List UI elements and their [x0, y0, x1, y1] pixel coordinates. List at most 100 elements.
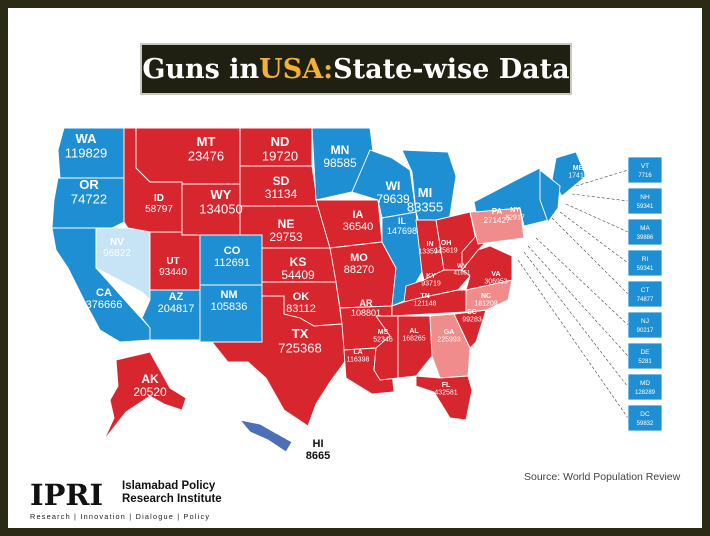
state-abbr: NM [220, 289, 237, 301]
leader-line [571, 193, 629, 202]
state-abbr: AR [360, 298, 373, 308]
leader-line [535, 237, 629, 326]
state-ne_strip-region [539, 169, 561, 223]
state-abbr: MN [331, 143, 350, 157]
callout-abbr: CT [641, 287, 650, 294]
state-abbr: CA [96, 287, 112, 299]
state-value: 23476 [188, 148, 224, 163]
leader-line [565, 203, 629, 233]
logo-name-line1: Islamabad Policy [122, 480, 216, 492]
callout-value: 74877 [637, 297, 654, 303]
state-value: 121148 [414, 301, 437, 308]
state-abbr: UT [166, 256, 179, 267]
state-value: 79639 [376, 192, 410, 206]
state-abbr: FL [442, 382, 451, 389]
state-abbr: OK [293, 291, 310, 303]
state-abbr: OH [441, 240, 452, 247]
state-value: 8665 [306, 450, 330, 462]
state-abbr: IN [427, 241, 434, 248]
state-value: 181209 [474, 301, 497, 308]
callout-abbr: DC [640, 411, 650, 418]
callout-box-bg [627, 280, 663, 308]
state-abbr: TN [420, 293, 429, 300]
callout-abbr: RI [642, 256, 649, 263]
small-state-boxes: VT 7716 NH 59341 MA 39886 RI 59341 CT 74877 NJ 9021… [627, 156, 663, 432]
state-value: 225993 [437, 337, 460, 344]
title-prefix: Guns in [142, 53, 260, 85]
state-abbr: MS [378, 329, 389, 336]
state-value: 147698 [387, 226, 417, 236]
state-abbr: GA [444, 329, 455, 336]
state-value: 168265 [402, 336, 425, 343]
state-value: 83355 [407, 199, 443, 214]
callout-value: 5281 [638, 359, 652, 365]
state-ny-region [473, 167, 549, 227]
callout-value: 7716 [638, 173, 652, 179]
state-abbr: WY [211, 187, 232, 202]
callout-abbr: VT [641, 163, 649, 170]
callout-value: 59341 [637, 204, 654, 210]
state-value: 133594 [418, 249, 441, 256]
state-value: 83112 [286, 303, 316, 315]
state-value: 98585 [323, 156, 357, 170]
state-abbr: WI [386, 179, 401, 193]
state-value: 29753 [269, 230, 303, 244]
callout-box-md: MD 128289 [627, 373, 663, 401]
callout-box-bg [627, 404, 663, 432]
callout-box-nj: NJ 90217 [627, 311, 663, 339]
state-value: 20520 [133, 385, 167, 399]
state-abbr: NC [481, 293, 491, 300]
state-value: 19720 [262, 148, 298, 163]
title-suffix: State-wise Data [333, 53, 570, 85]
state-me-region [551, 151, 587, 197]
callout-box-ri: RI 59341 [627, 249, 663, 277]
state-value: 432581 [434, 390, 457, 397]
state-abbr: MT [197, 134, 216, 149]
state-value: 105836 [211, 301, 248, 313]
state-hi-region [238, 419, 293, 453]
state-al-region [397, 315, 433, 379]
callout-box-vt: VT 7716 [627, 156, 663, 184]
state-value: 134050 [199, 201, 242, 216]
state-value: 96822 [103, 248, 131, 259]
callout-box-bg [627, 187, 663, 215]
state-abbr: AZ [169, 291, 184, 303]
callout-abbr: NH [640, 194, 650, 201]
callout-box-ct: CT 74877 [627, 280, 663, 308]
state-tx-region [211, 295, 347, 427]
state-value: 36540 [343, 221, 374, 233]
state-abbr: KS [290, 255, 307, 269]
state-ak-region [103, 351, 187, 441]
state-abbr: NY [510, 207, 520, 214]
state-abbr: MO [350, 252, 368, 264]
title-banner: Guns in USA: State-wise Data [140, 43, 572, 95]
state-value: 93440 [159, 267, 187, 278]
callout-abbr: MA [640, 225, 650, 232]
state-value: 58797 [145, 204, 173, 215]
state-abbr: IA [353, 209, 364, 221]
